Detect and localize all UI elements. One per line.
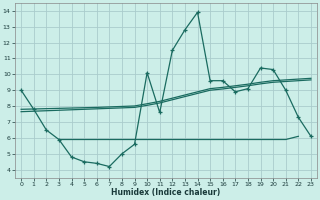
X-axis label: Humidex (Indice chaleur): Humidex (Indice chaleur) (111, 188, 221, 197)
